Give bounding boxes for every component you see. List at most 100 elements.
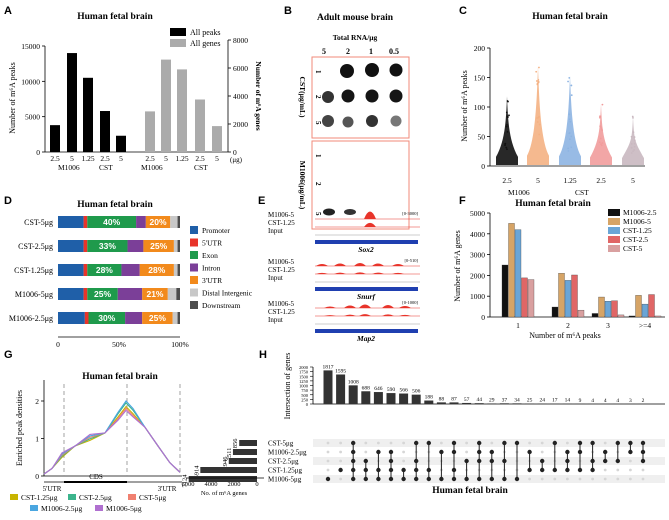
legend-swatch xyxy=(190,251,198,259)
bar-m1006-2-5 xyxy=(592,313,598,317)
row-label-bot-1: 1 xyxy=(314,154,322,158)
bar-genes xyxy=(177,69,187,152)
matrix-dot-empty xyxy=(327,442,330,445)
violin-outlier-point xyxy=(632,116,634,118)
panel-letter-f: F xyxy=(459,195,466,207)
legend-swatch xyxy=(128,494,136,500)
panel-letter-e: E xyxy=(258,195,265,207)
track-peak xyxy=(372,273,384,274)
y-tick-label: 750 xyxy=(301,388,309,393)
legend-label: Exon xyxy=(202,251,218,260)
intersection-value: 4 xyxy=(591,398,594,404)
axis-label: Enriched peak densities xyxy=(15,390,24,466)
region-utr5: 5'UTR xyxy=(43,485,62,493)
y-tick-label: 250 xyxy=(301,397,309,402)
group-label-m1006-genes: M1006 xyxy=(141,163,163,172)
track-range-label: [0-510] xyxy=(405,258,419,263)
y-right-tick-label: 6000 xyxy=(233,64,248,73)
matrix-dot-empty xyxy=(541,451,544,454)
intersection-bar xyxy=(412,395,421,404)
category-label-genes: 1.25 xyxy=(175,154,188,163)
panel-g-title: Human fetal brain xyxy=(82,372,158,382)
bar-genes xyxy=(195,100,205,153)
axis-label: Intersection of genes xyxy=(283,353,292,420)
bar-peaks xyxy=(83,78,93,152)
category-label-genes: 2.5 xyxy=(145,154,155,163)
intersection-matrix xyxy=(313,439,665,483)
panel-h-title: Human fetal brain xyxy=(432,486,508,496)
bar-m1006-5 xyxy=(509,223,515,317)
y-tick-label: 0 xyxy=(481,162,485,171)
blot-m1006-frame xyxy=(312,141,409,229)
violin-outlier-point xyxy=(506,126,508,128)
violin-outlier-point xyxy=(507,116,509,118)
bar-cst-2-5 xyxy=(522,278,528,317)
bars xyxy=(50,53,222,152)
intersection-bar xyxy=(361,391,370,404)
panel-d: D Human fetal brain 40% 20% CST-5μg 33% 25% C… xyxy=(4,195,253,349)
panel-e: E M1006-5CST-1.25Input[0-3000]Sox2M1006-… xyxy=(258,195,420,343)
panel-letter-d: D xyxy=(4,195,12,207)
intersection-value: 88 xyxy=(439,396,445,402)
matrix-dot-filled xyxy=(338,468,342,472)
row-label-top-1: 1 xyxy=(314,70,322,74)
panel-b-title: Adult mouse brain xyxy=(317,13,394,23)
bar-segment-downstream xyxy=(178,240,180,252)
bar-cst-5 xyxy=(655,316,661,317)
legend-swatch xyxy=(608,218,620,225)
bar-peaks xyxy=(67,53,77,152)
violin-outlier-point xyxy=(506,148,508,150)
category-label-peaks: 2.5 xyxy=(100,154,110,163)
bar-cst-2-5 xyxy=(572,275,578,317)
bar-segment-5-utr xyxy=(85,312,89,324)
violin xyxy=(622,116,644,165)
bar-segment-downstream xyxy=(178,312,180,324)
region-cds: CDS xyxy=(89,473,103,481)
legend-swatch xyxy=(68,494,76,500)
matrix-dot-empty xyxy=(604,469,607,472)
intersection-value: 57 xyxy=(464,397,470,403)
legend-label: CST-5 xyxy=(623,244,643,253)
bar-genes xyxy=(212,126,222,152)
bar-segment-5-utr xyxy=(84,216,88,228)
violin-outlier-point xyxy=(538,67,540,69)
matrix-dot-empty xyxy=(642,469,645,472)
track-range-label: [0-3000] xyxy=(402,211,418,216)
violin-outlier-point xyxy=(505,147,507,149)
track-peak xyxy=(359,314,371,316)
bar-m1006-2-5 xyxy=(552,307,558,317)
bar-segment-promoter xyxy=(58,288,84,300)
matrix-dot-empty xyxy=(339,442,342,445)
track-peak xyxy=(324,307,336,309)
intersection-value: 24 xyxy=(539,398,545,404)
row-label-top-2: 2 xyxy=(314,95,322,99)
bar-segment-intron xyxy=(136,216,146,228)
violin-outlier-point xyxy=(633,149,635,151)
bar-cst-5 xyxy=(618,315,624,317)
track-sample-label: CST-1.25 xyxy=(268,219,295,227)
set-name-label: M1006-2.5μg xyxy=(268,449,307,457)
violins xyxy=(496,67,644,165)
matrix-dot-empty xyxy=(642,478,645,481)
dot-c0 xyxy=(322,115,334,127)
conc-2: 2 xyxy=(346,47,350,56)
matrix-dot-empty xyxy=(440,442,443,445)
violin-outlier-point xyxy=(539,124,541,126)
y-tick-label: 1500 xyxy=(299,374,309,379)
panel-b-subtitle: Total RNA/μg xyxy=(333,33,378,42)
dot-b3 xyxy=(390,90,403,103)
y-tick-label: 0 xyxy=(306,402,309,407)
category-label-peaks: 2.5 xyxy=(50,154,60,163)
dot-m1 xyxy=(344,209,356,215)
bar-category-label: M1006-2.5μg xyxy=(9,314,53,323)
intersection-value: 87 xyxy=(451,396,457,402)
legend-label: Intron xyxy=(202,264,221,273)
bar-segment-5-utr xyxy=(84,240,88,252)
legend-label: Promoter xyxy=(202,226,230,235)
track-peak xyxy=(392,273,404,274)
category-label: 2.5 xyxy=(596,176,606,185)
track-sample-label: M1006-5 xyxy=(268,300,295,308)
legend-swatch xyxy=(95,505,103,511)
set-size-bar xyxy=(233,449,257,455)
legend-swatch xyxy=(190,289,198,297)
